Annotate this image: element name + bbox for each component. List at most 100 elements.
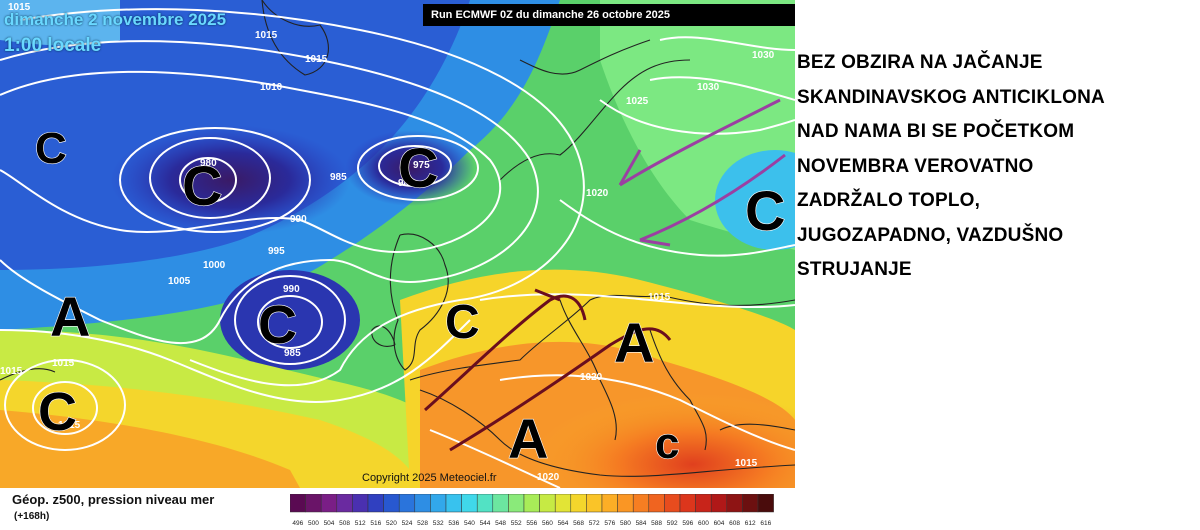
- isobar-label: 990: [290, 214, 307, 225]
- legend-swatch: [695, 494, 712, 513]
- isobar-labels: 1015 1015 1010 1015 980 985 975 985 990 …: [0, 2, 775, 483]
- isobar-label: 1030: [752, 50, 775, 61]
- legend-swatch: [570, 494, 587, 513]
- isobar-label: 990: [283, 284, 300, 295]
- legend-tick-label: 576: [604, 520, 615, 527]
- legend-swatch: [726, 494, 743, 513]
- low-symbol: C: [745, 179, 785, 242]
- legend-tick-label: 500: [308, 520, 319, 527]
- legend-tick-label: 556: [526, 520, 537, 527]
- low-core-south: [220, 270, 360, 370]
- isobar-label: 1015: [52, 358, 75, 369]
- isobar-label: 995: [268, 246, 285, 257]
- legend-tick-label: 528: [417, 520, 428, 527]
- isobars: [0, 8, 795, 488]
- isobar-label: 1015: [735, 458, 758, 469]
- legend-swatch: [742, 494, 759, 513]
- flow-arrows-red: [424, 288, 672, 452]
- isobar-label: 980: [200, 158, 217, 169]
- legend-tick-label: 508: [339, 520, 350, 527]
- legend-swatch: [617, 494, 634, 513]
- isobar-label: 985: [398, 178, 415, 189]
- low-symbol: C: [35, 124, 67, 173]
- legend-swatch: [445, 494, 462, 513]
- legend-tick-label: 524: [402, 520, 413, 527]
- legend-swatch: [539, 494, 556, 513]
- legend-swatch: [554, 494, 572, 513]
- legend-swatch: [461, 494, 478, 513]
- legend-swatch: [414, 494, 431, 513]
- legend-swatch: [632, 494, 650, 513]
- legend-swatch: [398, 494, 416, 513]
- weather-map: 1015 1015 1010 1015 980 985 975 985 990 …: [0, 0, 795, 488]
- flow-arrows-purple: [618, 98, 786, 247]
- low-symbol: C: [398, 136, 438, 199]
- legend-tick-label: 540: [464, 520, 475, 527]
- legend-swatch: [367, 494, 384, 513]
- legend-swatch: [757, 494, 774, 513]
- model-run-banner: Run ECMWF 0Z du dimanche 26 octobre 2025: [423, 4, 795, 26]
- forecast-commentary: BEZ OBZIRA NA JAČANJE SKANDINAVSKOG ANTI…: [797, 52, 1105, 280]
- isobar-label: 1010: [260, 82, 283, 93]
- isobar-label: 1000: [203, 260, 226, 271]
- isobar-label: 1020: [580, 372, 603, 383]
- legend-tick-label: 520: [386, 520, 397, 527]
- legend-swatch: [383, 494, 400, 513]
- legend-tick-label: 512: [355, 520, 366, 527]
- legend-swatch: [305, 494, 322, 513]
- legend-tick-label: 544: [480, 520, 491, 527]
- coastlines: [0, 0, 795, 477]
- low-symbol: C: [182, 154, 222, 217]
- copyright-text: Copyright 2025 Meteociel.fr: [362, 472, 497, 484]
- isobar-label: 1020: [537, 472, 560, 483]
- legend-swatch: [352, 494, 369, 513]
- low-symbol: C: [258, 295, 297, 355]
- legend-tick-label: 568: [573, 520, 584, 527]
- legend-tick-label: 516: [370, 520, 381, 527]
- legend-swatch: [492, 494, 509, 513]
- legend-tick-label: 596: [682, 520, 693, 527]
- legend-tick-label: 592: [667, 520, 678, 527]
- isobar-label: 1015: [0, 366, 23, 377]
- isobar-label: 1025: [626, 96, 649, 107]
- legend-swatch: [664, 494, 681, 513]
- low-core-west: [110, 125, 350, 235]
- east-low-region: [715, 150, 795, 250]
- map-caption: Géop. z500, pression niveau mer: [12, 492, 215, 507]
- forecast-lead-time: (+168h): [14, 511, 50, 522]
- high-symbol: A: [508, 407, 548, 470]
- isobar-label: 1020: [586, 188, 609, 199]
- isobar-label: 985: [330, 172, 347, 183]
- orange-band: [0, 410, 300, 488]
- isobar-label: 985: [284, 348, 301, 359]
- isobar-label: 1015: [8, 2, 31, 13]
- isobar-label: 1015: [255, 30, 278, 41]
- legend-tick-label: 504: [324, 520, 335, 527]
- legend-swatch: [648, 494, 665, 513]
- legend-tick-label: 496: [292, 520, 303, 527]
- legend-tick-label: 612: [745, 520, 756, 527]
- legend-tick-label: 580: [620, 520, 631, 527]
- isobar-label: 1015: [58, 420, 81, 431]
- isobar-label: 1015: [305, 54, 328, 65]
- legend-tick-label: 536: [448, 520, 459, 527]
- legend-tick-label: 564: [558, 520, 569, 527]
- high-symbol: A: [50, 285, 90, 348]
- legend-tick-label: 584: [636, 520, 647, 527]
- legend-swatch: [336, 494, 353, 513]
- pressure-systems: C C C C C C C c A A A: [34, 123, 786, 470]
- isobar-label: 1005: [168, 276, 191, 287]
- legend-swatch: [523, 494, 540, 513]
- legend-tick-label: 552: [511, 520, 522, 527]
- geopotential-color-legend: 496 500 504 508 512 516 520 524 528 532 536 540 544 5…: [290, 494, 774, 527]
- legend-tick-label: 532: [433, 520, 444, 527]
- legend-swatch: [586, 494, 603, 513]
- legend-swatch: [508, 494, 525, 513]
- isobar-label: 975: [413, 160, 430, 171]
- legend-tick-label: 604: [714, 520, 725, 527]
- forecast-date: dimanche 2 novembre 2025: [4, 10, 227, 29]
- legend-tick-label: 616: [760, 520, 771, 527]
- low-symbol: C: [445, 296, 480, 349]
- low-core-north: [345, 130, 475, 206]
- legend-swatch: [710, 494, 728, 513]
